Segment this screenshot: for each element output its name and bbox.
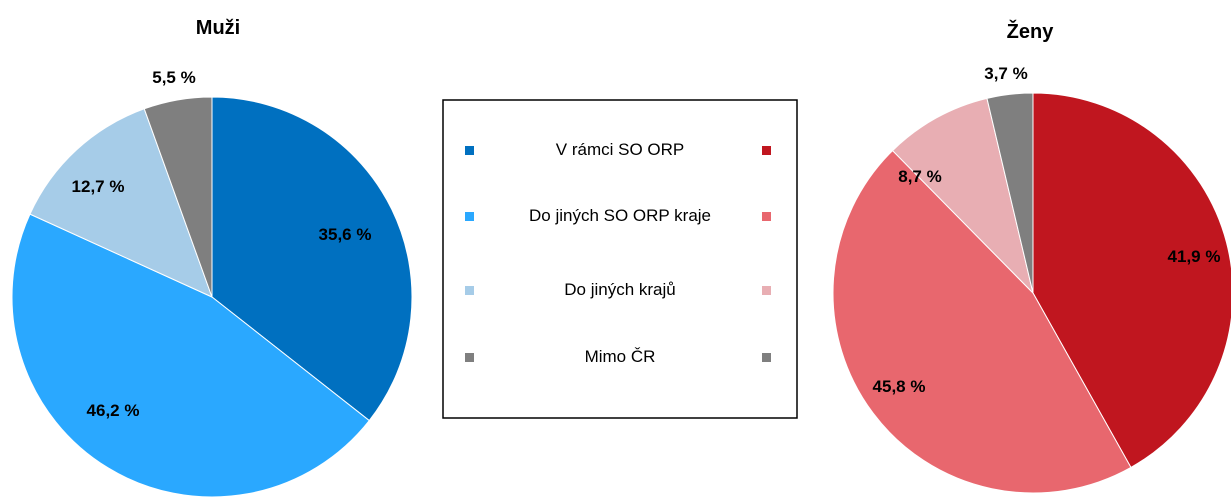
data-label: 5,5 % [152, 68, 195, 87]
pie-slice [832, 149, 1132, 494]
chart-title-zeny: Ženy [1007, 19, 1055, 43]
pie-labels-muzi: 35,6 % 46,2 % 12,7 % 5,5 % [72, 68, 372, 420]
legend-swatch-right [762, 286, 771, 295]
pie-slice [211, 96, 413, 422]
pie-slices-muzi [11, 96, 413, 498]
pie-slice [891, 97, 1034, 295]
pie-slice [29, 108, 213, 298]
legend-label: V rámci SO ORP [556, 140, 684, 159]
data-label: 12,7 % [72, 177, 125, 196]
data-label: 8,7 % [898, 167, 941, 186]
legend-box [442, 99, 798, 419]
pie-chart-muzi: Muži 35,6 % 46,2 % 12,7 % 5,5 % [11, 17, 413, 498]
legend-swatch-left [465, 286, 474, 295]
chart-title-muzi: Muži [196, 17, 240, 39]
legend: V rámci SO ORP Do jiných SO ORP kraje Do… [442, 99, 798, 419]
pie-slice [1032, 92, 1231, 469]
pie-slice [143, 96, 213, 298]
legend-swatch-right [762, 353, 771, 362]
legend-swatch-left [465, 146, 474, 155]
data-label: 41,9 % [1168, 247, 1221, 266]
pie-chart-zeny: Ženy 41,9 % 45,8 % 8,7 % 3,7 % [832, 19, 1231, 494]
data-label: 46,2 % [87, 401, 140, 420]
legend-label: Mimo ČR [585, 347, 656, 366]
pie-slice [11, 213, 370, 498]
data-label: 35,6 % [319, 225, 372, 244]
legend-label: Do jiných krajů [564, 280, 676, 299]
legend-swatch-left [465, 353, 474, 362]
legend-swatch-right [762, 146, 771, 155]
data-label: 45,8 % [873, 377, 926, 396]
pie-slice [986, 92, 1034, 294]
data-label: 3,7 % [984, 64, 1027, 83]
pie-labels-zeny: 41,9 % 45,8 % 8,7 % 3,7 % [873, 64, 1221, 396]
legend-label: Do jiných SO ORP kraje [529, 206, 711, 225]
legend-swatch-right [762, 212, 771, 221]
legend-swatch-left [465, 212, 474, 221]
pie-slices-zeny [832, 92, 1231, 494]
